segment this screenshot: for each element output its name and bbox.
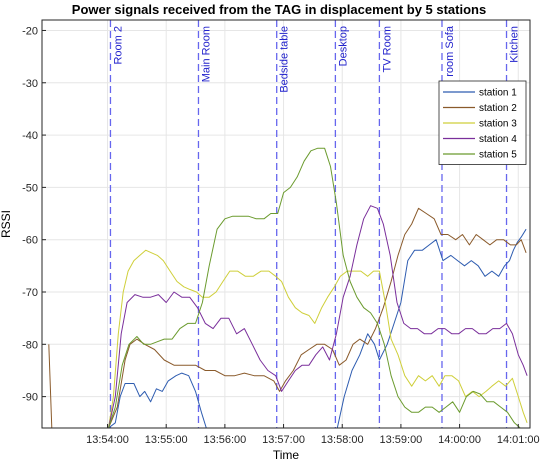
series-line-station-4	[108, 205, 528, 428]
x-tick-label: 13:59:00	[379, 434, 422, 446]
x-tick-label: 14:01:00	[497, 434, 540, 446]
x-tick-label: 13:54:00	[86, 434, 129, 446]
room-marker-label: Kitchen	[509, 26, 521, 63]
room-markers: Room 2 Main Room Bedside table Desktop TV Ro…	[109, 20, 521, 428]
y-tick-label: -30	[22, 78, 38, 90]
y-tick-label: -70	[22, 287, 38, 299]
grid-layer	[42, 20, 530, 428]
x-tick-label: 13:56:00	[203, 434, 246, 446]
x-tick-label: 13:57:00	[262, 434, 305, 446]
room-marker-label: Desktop	[337, 26, 349, 66]
series-line-station-3	[108, 249, 528, 428]
legend-label: station 1	[479, 88, 517, 99]
y-tick-label: -40	[22, 130, 38, 142]
plot-frame	[41, 19, 531, 429]
x-tick-label: 13:58:00	[321, 434, 364, 446]
room-marker-label: Main Room	[200, 26, 212, 82]
y-tick-label: -60	[22, 235, 38, 247]
series-line-station-1	[336, 228, 527, 428]
y-axis-label: RSSI	[0, 210, 13, 238]
y-tick-label: -50	[22, 182, 38, 194]
legend-label: station 3	[479, 119, 517, 130]
x-tick-label: 14:00:00	[438, 434, 481, 446]
y-tick-label: -80	[22, 339, 38, 351]
series-line-station-1	[108, 372, 207, 428]
y-tick-label: -90	[22, 392, 38, 404]
room-marker-label: Bedside table	[279, 26, 291, 93]
series-line-station-5	[108, 147, 521, 428]
series-layer	[48, 147, 528, 428]
room-marker-label: room Sofa	[444, 25, 456, 77]
legend-label: station 5	[479, 150, 517, 161]
legend: station 1 station 2 station 3 station 4 stat…	[438, 80, 527, 165]
tick-layer: -20 -30 -40 -50 -60 -70 -80 -90 13:54:00 13:55:00…	[22, 25, 540, 446]
room-marker-label: TV Room	[381, 26, 393, 72]
chart-title: Power signals received from the TAG in d…	[72, 2, 486, 17]
legend-label: station 2	[479, 103, 517, 114]
legend-label: station 4	[479, 134, 517, 145]
x-axis-label: Time	[273, 448, 300, 462]
y-tick-label: -20	[22, 25, 38, 37]
x-tick-label: 13:55:00	[145, 434, 188, 446]
room-marker-label: Room 2	[112, 26, 124, 65]
